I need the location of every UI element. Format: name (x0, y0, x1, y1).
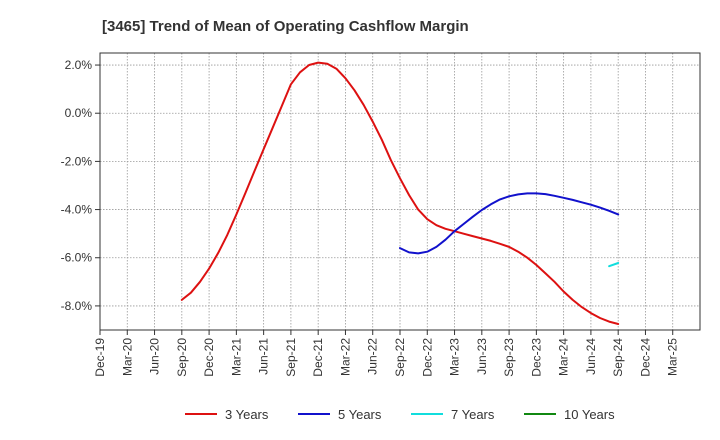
y-tick-label: -2.0% (61, 154, 93, 168)
y-tick-label: -4.0% (61, 203, 93, 217)
x-tick-label: Sep-24 (611, 338, 625, 377)
x-tick-label: Mar-21 (229, 338, 243, 376)
series-lines (180, 61, 620, 325)
legend-label: 10 Years (564, 407, 615, 422)
y-tick-label: 2.0% (65, 58, 93, 72)
grid-lines (100, 53, 700, 330)
legend-label: 3 Years (225, 407, 269, 422)
y-tick-label: -6.0% (61, 251, 93, 265)
x-tick-label: Jun-22 (366, 338, 380, 375)
x-tick-label: Jun-23 (475, 338, 489, 375)
x-tick-label: Mar-25 (666, 338, 680, 376)
x-tick-label: Dec-19 (93, 338, 107, 377)
x-tick-label: Dec-20 (202, 338, 216, 377)
x-tick-label: Sep-20 (175, 338, 189, 377)
x-tick-label: Mar-22 (338, 338, 352, 376)
series-line-3-years (180, 61, 620, 325)
chart-title: [3465] Trend of Mean of Operating Cashfl… (102, 18, 469, 35)
x-axis: Dec-19 Mar-20 Jun-20 Sep-20 Dec-20 Mar-21 Jun-… (93, 330, 680, 377)
x-tick-label: Jun-24 (584, 338, 598, 375)
x-tick-label: Mar-24 (557, 338, 571, 376)
x-tick-label: Sep-22 (393, 338, 407, 377)
x-tick-label: Dec-22 (420, 338, 434, 377)
x-tick-label: Mar-23 (448, 338, 462, 376)
x-tick-label: Jun-21 (257, 338, 271, 375)
x-tick-label: Mar-20 (120, 338, 134, 376)
x-tick-label: Sep-21 (284, 338, 298, 377)
y-axis: 2.0% 0.0% -2.0% -4.0% -6.0% -8.0% (61, 58, 100, 313)
series-line-5-years (399, 192, 620, 255)
legend-label: 5 Years (338, 407, 382, 422)
x-tick-label: Dec-21 (311, 338, 325, 377)
x-tick-label: Jun-20 (148, 338, 162, 375)
y-tick-label: 0.0% (65, 106, 93, 120)
x-tick-label: Dec-24 (638, 338, 652, 377)
x-tick-label: Dec-23 (529, 338, 543, 377)
x-tick-label: Sep-23 (502, 338, 516, 377)
y-tick-label: -8.0% (61, 299, 93, 313)
legend-label: 7 Years (451, 407, 495, 422)
legend: 3 Years 5 Years 7 Years 10 Years (185, 407, 615, 422)
series-line-7-years (608, 262, 620, 268)
